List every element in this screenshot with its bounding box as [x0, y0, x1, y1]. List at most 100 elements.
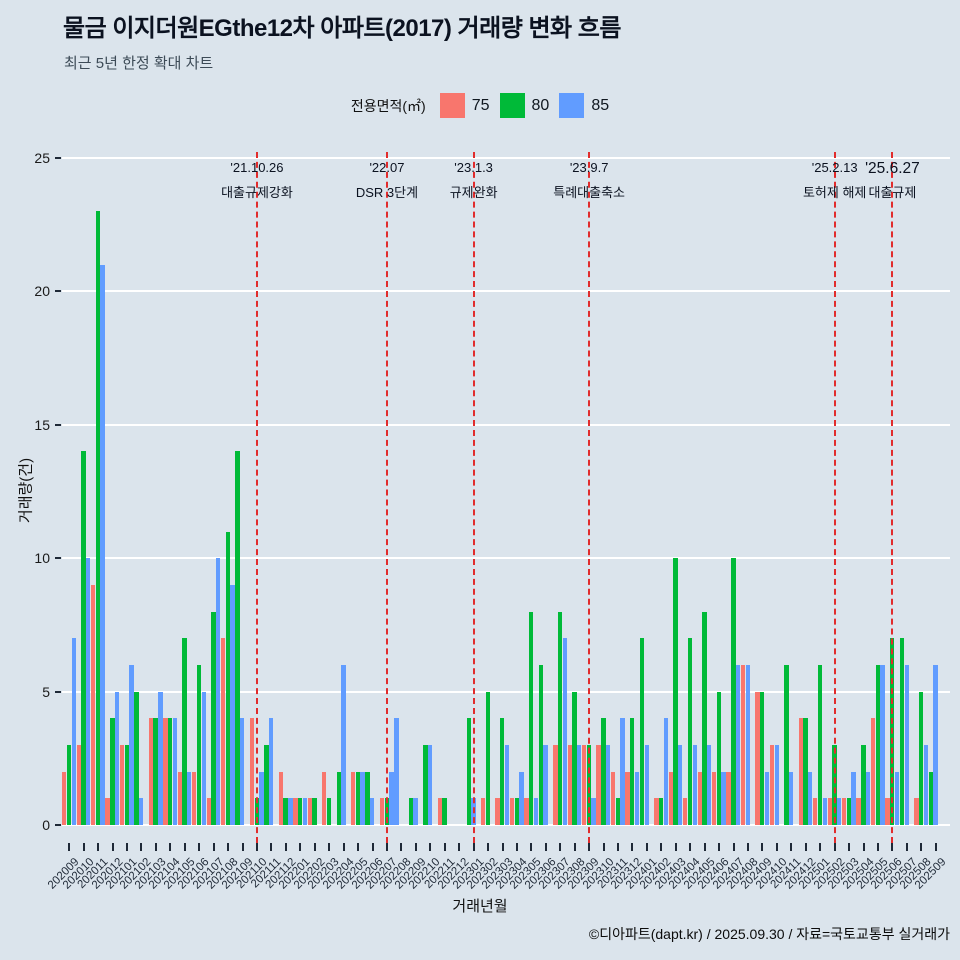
page-title: 물금 이지더원EGthe12차 아파트(2017) 거래량 변화 흐름 [63, 15, 621, 42]
x-tick-mark [631, 843, 634, 851]
x-tick-mark [140, 843, 143, 851]
bar [514, 798, 519, 825]
event-label-202110: 대출규제강화 [221, 185, 293, 200]
event-label-202301: 규제완화 [449, 185, 498, 200]
legend-swatch-85 [559, 93, 585, 118]
bar [553, 744, 558, 825]
x-tick-mark [703, 843, 706, 851]
bar [928, 771, 934, 825]
x-tick-mark [328, 843, 331, 851]
bar [134, 691, 139, 825]
bar [139, 798, 144, 825]
legend-label-85: 85 [591, 96, 610, 114]
y-tick-label: 20 [34, 283, 50, 300]
bar [326, 798, 332, 825]
bar [673, 558, 678, 825]
bar [235, 451, 240, 825]
bar [192, 771, 197, 825]
bar [822, 798, 827, 825]
bar [529, 611, 534, 825]
bar [519, 771, 524, 825]
legend-title: 전용면적(㎡) [350, 97, 426, 114]
x-tick-mark [602, 843, 605, 851]
bar [485, 691, 491, 825]
bar [851, 771, 856, 825]
x-tick-mark [400, 843, 403, 851]
x-tick-mark [284, 843, 287, 851]
x-tick-mark [227, 843, 230, 851]
bar [716, 691, 722, 825]
bar [524, 798, 529, 825]
x-tick-mark [588, 843, 591, 851]
bar [615, 798, 620, 825]
y-tick-label: 0 [42, 817, 50, 833]
x-tick-mark [357, 843, 360, 851]
bar [538, 664, 544, 825]
bar [533, 798, 539, 825]
bar [466, 718, 471, 825]
bar [784, 664, 789, 825]
bar [114, 691, 120, 825]
bar [658, 798, 664, 825]
y-tick-label: 25 [34, 150, 50, 166]
bar [572, 691, 577, 825]
gridline-y10 [62, 557, 950, 560]
event-label-202506: 대출규제 [868, 185, 917, 200]
bar [177, 771, 182, 825]
x-tick-mark [458, 843, 461, 851]
x-tick-mark [299, 843, 302, 851]
bar [668, 771, 674, 825]
x-tick-mark [559, 843, 562, 851]
x-tick-mark [169, 843, 172, 851]
event-line-202309 [588, 152, 591, 843]
bar [500, 718, 505, 825]
bar [269, 718, 274, 825]
page-subtitle: 최근 5년 한정 확대 차트 [64, 55, 214, 72]
bar [639, 638, 645, 825]
bar [577, 744, 582, 825]
event-label-202309: 특례대출축소 [553, 185, 626, 200]
bar [707, 744, 712, 825]
bar [206, 798, 211, 825]
bar [557, 611, 563, 825]
legend-label-75: 75 [471, 96, 490, 114]
x-tick-mark [255, 843, 258, 851]
legend-swatch-80 [499, 93, 525, 118]
x-tick-mark [732, 843, 735, 851]
legend-swatch-75 [439, 93, 465, 118]
y-axis-title: 거래량(건) [17, 457, 35, 524]
gridline-y0 [62, 824, 950, 826]
bar [625, 771, 630, 825]
x-tick-mark [68, 843, 71, 851]
bar [495, 798, 500, 825]
bar [687, 638, 693, 825]
bar [423, 744, 428, 825]
bar [379, 798, 385, 825]
event-label-202502: 토허제 해제 [802, 185, 867, 200]
x-tick-mark [718, 843, 721, 851]
y-tick-label: 15 [34, 416, 50, 433]
bar [355, 771, 361, 825]
legend-item-85: 85 [559, 93, 609, 118]
event-date-202506: '25.6.27 [865, 160, 920, 177]
x-tick-mark [487, 843, 490, 851]
event-line-202502 [833, 152, 836, 843]
bar [774, 744, 779, 825]
bar [813, 798, 818, 825]
x-tick-mark [97, 843, 100, 851]
bar [644, 744, 649, 825]
bar [302, 798, 307, 825]
x-tick-mark [212, 843, 215, 851]
bar [172, 718, 177, 825]
bar [153, 718, 158, 825]
x-tick-mark [183, 843, 186, 851]
x-axis-title: 거래년월 [452, 898, 508, 915]
x-tick-mark [674, 843, 677, 851]
bar [62, 771, 67, 825]
bar [389, 771, 394, 825]
x-tick-mark [342, 843, 345, 851]
bar [721, 771, 726, 825]
gridline-y25 [62, 157, 950, 159]
bar [259, 771, 264, 825]
legend-item-80: 80 [499, 93, 549, 118]
